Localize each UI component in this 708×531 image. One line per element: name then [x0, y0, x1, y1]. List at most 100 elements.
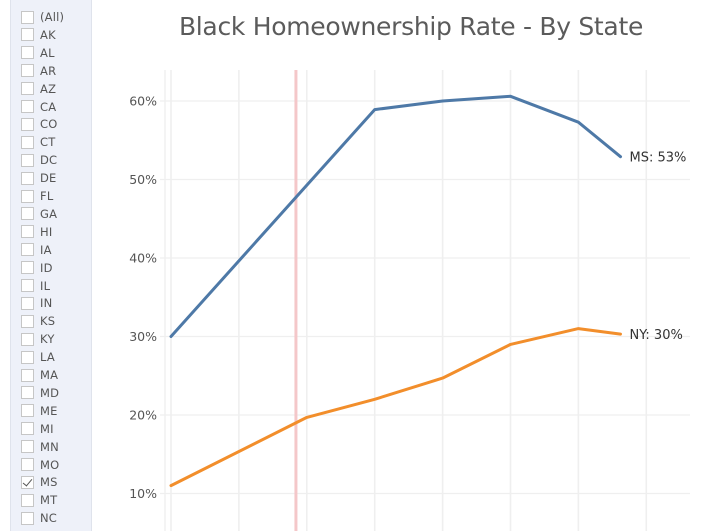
filter-item-label: HI: [40, 224, 53, 239]
checkbox-icon[interactable]: [21, 82, 34, 96]
filter-item-al[interactable]: AL: [21, 44, 55, 62]
end-label-ny: NY: 30%: [629, 328, 682, 343]
filter-item-label: CT: [40, 135, 56, 150]
y-tick-label: 50%: [129, 172, 157, 187]
state-filter-panel: (All) AK AL AR AZ CA CO CT DC DE FL GA HI IA ID IL IN KS K…: [10, 0, 92, 531]
filter-item-label: MT: [40, 493, 58, 508]
y-tick-label: 60%: [129, 94, 157, 109]
filter-item-nc[interactable]: NC: [21, 509, 57, 527]
filter-item-mn[interactable]: MN: [21, 438, 59, 456]
filter-item-de[interactable]: DE: [21, 169, 57, 187]
filter-item-la[interactable]: LA: [21, 348, 55, 366]
checkbox-icon[interactable]: [21, 458, 34, 471]
checkbox-icon[interactable]: [21, 332, 34, 346]
filter-item-ar[interactable]: AR: [21, 62, 56, 80]
filter-item-fl[interactable]: FL: [21, 187, 53, 205]
filter-item-label: (All): [40, 10, 65, 24]
checkbox-icon[interactable]: [21, 28, 34, 42]
filter-item-label: IA: [40, 242, 52, 257]
checkbox-icon[interactable]: [21, 153, 34, 167]
y-tick-label: 40%: [129, 251, 157, 266]
filter-item-label: AR: [40, 63, 57, 78]
filter-item-label: IL: [40, 278, 51, 293]
filter-item-label: MO: [40, 457, 60, 472]
filter-item-label: MS: [40, 475, 58, 490]
filter-item-label: ME: [40, 403, 58, 418]
filter-item-md[interactable]: MD: [21, 384, 59, 402]
filter-item-il[interactable]: IL: [21, 277, 50, 295]
filter-item-ak[interactable]: AK: [21, 26, 56, 44]
filter-item-label: CO: [40, 117, 58, 132]
checkbox-icon[interactable]: [21, 493, 34, 507]
line-ms[interactable]: [169, 94, 622, 338]
checkbox-icon[interactable]: [21, 511, 34, 525]
filter-item-label: MA: [40, 368, 59, 382]
filter-item-mi[interactable]: MI: [21, 420, 54, 438]
filter-item-ca[interactable]: CA: [21, 98, 56, 116]
filter-item-ma[interactable]: MA: [21, 366, 58, 384]
filter-item-label: KS: [40, 314, 56, 329]
filter-item-label: IN: [40, 296, 53, 311]
checkbox-icon[interactable]: [21, 225, 34, 239]
filter-item-label: AL: [40, 45, 55, 60]
filter-item-label: DE: [40, 171, 57, 186]
filter-item-label: MD: [40, 385, 60, 400]
y-tick-label: 30%: [129, 329, 157, 344]
checkbox-icon[interactable]: [21, 100, 34, 113]
filter-item-in[interactable]: IN: [21, 294, 52, 312]
filter-item-label: AK: [40, 27, 56, 42]
checkbox-icon[interactable]: [21, 261, 34, 275]
filter-item-dc[interactable]: DC: [21, 151, 57, 169]
filter-item-all[interactable]: (All): [21, 8, 64, 26]
filter-item-id[interactable]: ID: [21, 259, 53, 277]
checkbox-icon[interactable]: [21, 368, 34, 382]
checkbox-icon[interactable]: [21, 64, 34, 78]
filter-item-hi[interactable]: HI: [21, 223, 52, 241]
checkbox-icon[interactable]: [21, 314, 34, 328]
filter-item-ga[interactable]: GA: [21, 205, 57, 223]
checkbox-icon[interactable]: [21, 386, 34, 400]
filter-item-me[interactable]: ME: [21, 402, 58, 420]
checkbox-icon[interactable]: [21, 440, 34, 454]
y-tick-label: 10%: [129, 486, 157, 501]
checkbox-icon[interactable]: [21, 135, 34, 149]
checkbox-icon[interactable]: [21, 46, 34, 60]
filter-item-label: DC: [40, 153, 58, 168]
line-ny[interactable]: [169, 327, 622, 488]
chart-title: Black Homeownership Rate - By State: [178, 12, 644, 41]
checkbox-icon[interactable]: [21, 189, 34, 203]
checkbox-icon[interactable]: [21, 350, 34, 364]
filter-item-mo[interactable]: MO: [21, 456, 59, 474]
filter-item-ms[interactable]: MS: [21, 473, 58, 491]
filter-item-label: ID: [40, 260, 53, 275]
filter-item-ct[interactable]: CT: [21, 133, 55, 151]
filter-item-label: GA: [40, 206, 58, 221]
filter-item-label: KY: [40, 332, 55, 347]
filter-item-ky[interactable]: KY: [21, 330, 55, 348]
filter-item-az[interactable]: AZ: [21, 80, 56, 98]
checkbox-icon[interactable]: [21, 422, 34, 436]
filter-item-ks[interactable]: KS: [21, 312, 55, 330]
filter-item-label: AZ: [40, 81, 57, 96]
checkbox-icon[interactable]: [21, 243, 34, 257]
checkbox-icon[interactable]: [21, 404, 34, 418]
filter-item-label: FL: [40, 189, 54, 203]
filter-item-mt[interactable]: MT: [21, 491, 57, 509]
filter-item-label: NC: [40, 511, 58, 526]
filter-item-label: LA: [40, 350, 55, 365]
checkbox-icon[interactable]: [21, 171, 34, 185]
filter-item-ia[interactable]: IA: [21, 241, 52, 259]
end-label-ms: MS: 53%: [629, 151, 686, 166]
checkbox-icon[interactable]: [21, 117, 34, 131]
y-tick-label: 20%: [129, 408, 157, 423]
checkbox-icon[interactable]: [21, 207, 34, 221]
checkbox-icon[interactable]: [21, 10, 34, 24]
filter-item-label: MI: [40, 421, 54, 436]
checkbox-icon[interactable]: [21, 279, 34, 292]
filter-item-label: CA: [40, 99, 57, 114]
checkbox-icon[interactable]: [21, 296, 34, 310]
checkbox-checked-icon[interactable]: [21, 475, 34, 489]
filter-item-co[interactable]: CO: [21, 115, 57, 133]
filter-item-label: MN: [40, 439, 59, 454]
